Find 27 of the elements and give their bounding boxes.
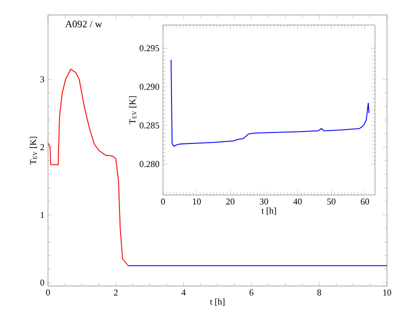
x-tick-label: 30	[260, 198, 268, 205]
line-series	[170, 59, 370, 147]
y-tick-label: 1	[40, 212, 44, 218]
x-axis-title: t [h]	[262, 207, 276, 215]
y-tick-label: 2	[40, 144, 44, 150]
x-tick-label: 50	[327, 198, 336, 205]
x-tick-label: 10	[192, 198, 201, 205]
x-tick-label: 0	[46, 290, 50, 296]
x-tick-label: 20	[226, 198, 234, 205]
x-tick-label: 6	[250, 290, 254, 296]
x-tick-label: 2	[114, 290, 118, 296]
y-axis-title: T$_{EV}$ [K]	[30, 136, 38, 165]
y-tick-label: 0.280	[140, 161, 160, 168]
x-axis-title: t [h]	[210, 298, 224, 306]
x-tick-label: 10	[383, 290, 392, 296]
y-tick-label: 0	[40, 280, 44, 286]
x-tick-label: 4	[182, 290, 186, 296]
y-axis-title: T$_{EV}$ [K]	[129, 96, 136, 124]
y-tick-label: 0.285	[140, 122, 160, 128]
x-tick-label: 60	[360, 198, 370, 205]
y-tick-label: 3	[40, 76, 44, 82]
x-tick-label: 0	[161, 198, 165, 205]
x-tick-label: 8	[317, 290, 322, 296]
chart-title: A092 / w	[65, 20, 102, 28]
x-tick-label: 40	[293, 198, 302, 205]
y-tick-label: 0.290	[140, 84, 160, 90]
y-tick-label: 0.295	[140, 45, 160, 52]
